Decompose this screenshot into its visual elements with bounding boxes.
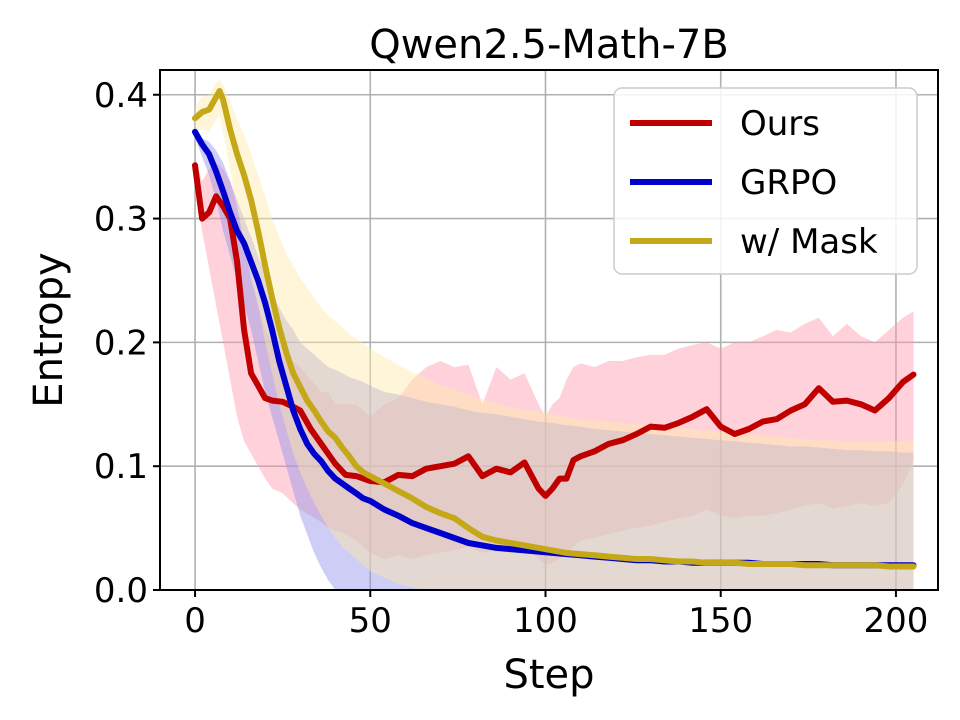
x-axis-ticks: 0 50 100 150 200 bbox=[184, 590, 928, 641]
x-axis-label: Step bbox=[503, 652, 594, 698]
y-tick-label: 0.1 bbox=[94, 447, 148, 487]
legend: Ours GRPO w/ Mask bbox=[613, 87, 918, 275]
x-tick-label: 0 bbox=[184, 601, 206, 641]
x-tick-label: 150 bbox=[688, 601, 753, 641]
y-tick-label: 0.2 bbox=[94, 323, 148, 363]
y-tick-label: 0.3 bbox=[94, 200, 148, 240]
line-ours bbox=[192, 162, 917, 499]
legend-label-grpo: GRPO bbox=[740, 163, 837, 203]
band-ours bbox=[195, 156, 914, 566]
x-tick-label: 100 bbox=[513, 601, 578, 641]
y-axis-label: Entropy bbox=[26, 252, 72, 407]
legend-box bbox=[613, 87, 918, 275]
band-w-mask bbox=[195, 79, 914, 590]
chart-title: Qwen2.5-Math-7B bbox=[369, 22, 729, 68]
legend-label-ours: Ours bbox=[740, 104, 820, 144]
x-tick-label: 200 bbox=[863, 601, 928, 641]
y-axis-ticks: 0.0 0.1 0.2 0.3 0.4 bbox=[94, 76, 160, 611]
legend-label-w-mask: w/ Mask bbox=[740, 222, 878, 262]
confidence-bands bbox=[195, 79, 914, 590]
line-w-mask bbox=[192, 88, 917, 570]
series-lines bbox=[192, 88, 917, 570]
plot-frame bbox=[159, 69, 939, 591]
y-tick-label: 0.4 bbox=[94, 76, 148, 116]
band-grpo bbox=[195, 125, 914, 590]
x-tick-label: 50 bbox=[349, 601, 392, 641]
y-tick-label: 0.0 bbox=[94, 571, 148, 611]
